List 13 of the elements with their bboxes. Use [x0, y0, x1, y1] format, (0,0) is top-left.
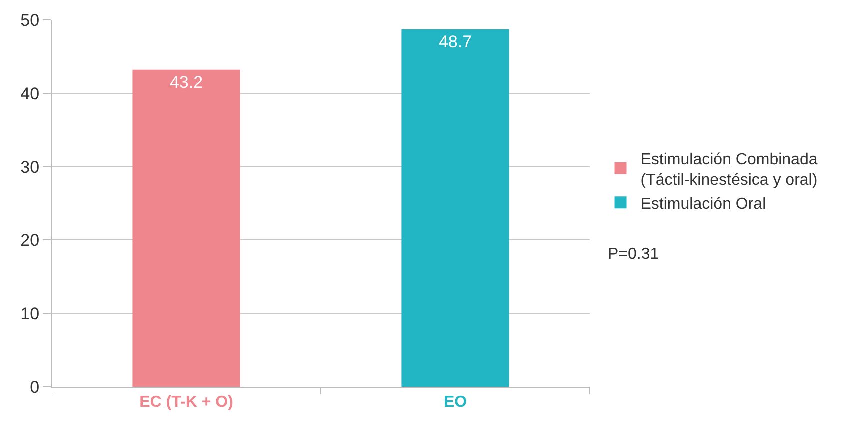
- legend-label: Estimulación Oral: [640, 196, 766, 213]
- y-tick-label: 10: [20, 304, 40, 324]
- x-tick-label: EC (T-K + O): [140, 394, 234, 412]
- y-tick-label: 50: [20, 10, 40, 30]
- x-tick-label: EO: [444, 394, 468, 412]
- text: P=0.31: [608, 246, 660, 263]
- legend-label: Estimulación Combinada (Táctil-kinestésica y oral): [640, 151, 818, 190]
- data-label: 48.7: [438, 32, 472, 52]
- y-tick-label: 0: [30, 378, 40, 397]
- y-tick-label: 30: [20, 158, 40, 177]
- y-tick-label: 40: [20, 84, 40, 104]
- y-tick-label: 20: [20, 231, 40, 250]
- data-label: 43.2: [170, 72, 204, 92]
